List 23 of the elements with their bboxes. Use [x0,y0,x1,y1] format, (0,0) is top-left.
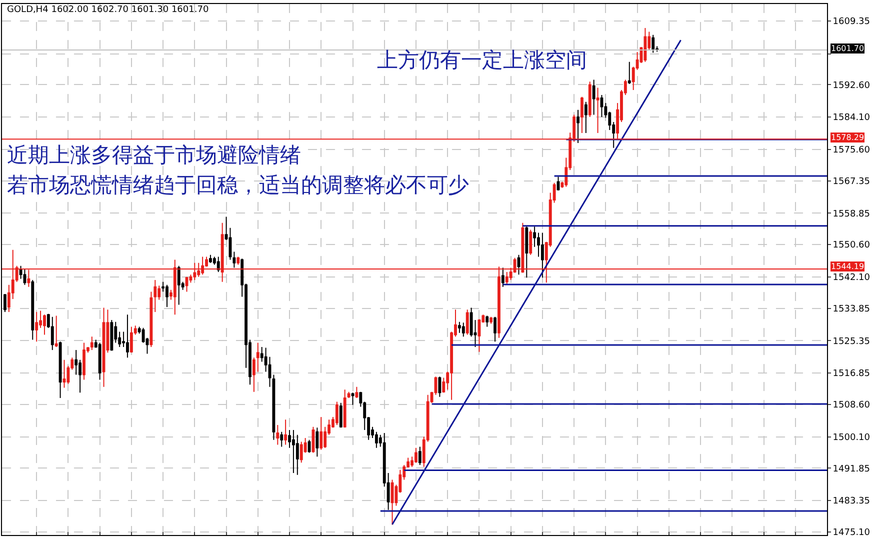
y-tick-label: 1575.60 [832,146,870,156]
y-tick-label: 1525.35 [832,336,870,347]
y-tick-label: 1550.60 [832,240,870,251]
ref-line-label: 1544.19 [831,262,864,271]
y-tick-label: 1584.10 [832,113,870,124]
annotation: 若市场恐慌情绪趋于回稳，适当的调整将必不可少 [7,173,469,197]
y-tick-label: 1516.85 [832,369,870,380]
y-tick-label: 1558.85 [832,209,870,220]
y-tick-label: 1592.60 [832,80,870,91]
y-tick-label: 1491.85 [832,464,870,474]
annotation: GOLD,H4 1602.00 1602.70 1601.30 1601.70 [7,5,209,15]
y-tick-label: 1542.10 [832,273,870,284]
ref-line-label: 1601.70 [831,44,864,53]
y-tick-label: 1483.35 [832,496,870,507]
y-tick-label: 1475.10 [832,528,870,538]
annotation: 上方仍有一定上涨空间 [377,48,587,72]
y-tick-label: 1609.35 [832,17,870,28]
annotation: 近期上涨多得益于市场避险情绪 [7,143,301,167]
ref-line-label: 1578.29 [831,133,864,142]
y-tick-label: 1500.10 [832,432,870,443]
y-tick-label: 1533.85 [832,304,870,314]
y-tick-label: 1567.35 [832,176,870,187]
y-tick-label: 1508.60 [832,400,870,411]
